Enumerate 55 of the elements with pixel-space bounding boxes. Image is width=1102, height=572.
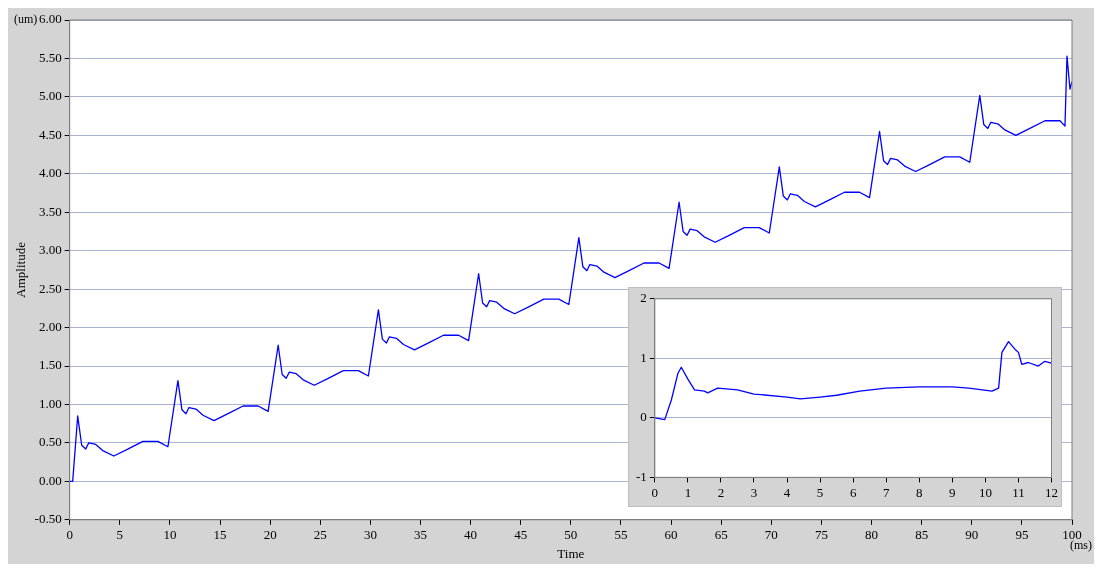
x-tick-label: 80: [865, 527, 879, 543]
y-tick-label: 2.00: [38, 318, 62, 334]
x-tick-label: 1: [684, 484, 692, 500]
x-tick-label: 45: [514, 527, 528, 543]
y-tick-label: -0.50: [34, 511, 62, 527]
y-tick-label: 0.00: [38, 472, 62, 488]
x-tick-label: 8: [916, 484, 923, 500]
x-tick-label: 0: [66, 527, 73, 543]
y-tick-label: 4.00: [38, 165, 62, 181]
x-tick-label: 0: [651, 484, 659, 500]
y-tick-label: 6.00: [38, 11, 62, 27]
y-tick-label: 0: [640, 409, 647, 425]
x-tick-label: 100: [1062, 527, 1082, 543]
x-tick-label: 65: [714, 527, 728, 543]
y-tick-label: 5.50: [38, 49, 62, 65]
y-tick-label: 0.50: [38, 434, 62, 450]
y-tick-label: 4.50: [38, 126, 62, 142]
x-tick-label: 30: [363, 527, 377, 543]
y-tick-label: 5.00: [38, 88, 62, 104]
text: (um): [14, 12, 38, 27]
x-tick-label: 40: [464, 527, 478, 543]
x-tick-label: 15: [213, 527, 227, 543]
x-tick-label: 12: [1045, 484, 1058, 500]
x-tick-label: 3: [750, 484, 758, 500]
x-tick-label: 10: [163, 527, 177, 543]
x-tick-label: 60: [664, 527, 678, 543]
x-tick-label: 7: [882, 484, 890, 500]
x-axis-title: Time: [557, 545, 585, 561]
x-tick-label: 85: [915, 527, 929, 543]
y-tick-label: 2: [640, 290, 647, 306]
y-tick-label: 1.00: [38, 395, 62, 411]
x-tick-label: 75: [814, 527, 828, 543]
x-tick-label: 70: [764, 527, 778, 543]
x-tick-label: 5: [116, 527, 124, 543]
y-tick-label: 3.50: [38, 203, 62, 219]
x-tick-label: 2: [717, 484, 725, 500]
y-axis-title: Amplitude: [13, 241, 29, 298]
x-tick-label: 5: [816, 484, 824, 500]
x-tick-label: 25: [313, 527, 327, 543]
x-tick-label: 95: [1015, 527, 1029, 543]
y-tick-label: -1: [635, 468, 647, 484]
y-tick-label: 1.50: [38, 357, 62, 373]
x-tick-label: 55: [614, 527, 628, 543]
x-tick-label: 9: [949, 484, 956, 500]
x-tick-label: 11: [1012, 484, 1025, 500]
x-tick-label: 90: [965, 527, 979, 543]
y-tick-label: 1: [640, 349, 647, 365]
x-tick-label: 4: [783, 484, 791, 500]
x-tick-label: 50: [564, 527, 578, 543]
x-tick-label: 10: [978, 484, 992, 500]
y-tick-label: 3.00: [38, 242, 62, 258]
x-tick-label: 6: [849, 484, 857, 500]
x-tick-label: 35: [413, 527, 427, 543]
y-tick-label: 2.50: [38, 280, 62, 296]
x-tick-label: 20: [263, 527, 277, 543]
